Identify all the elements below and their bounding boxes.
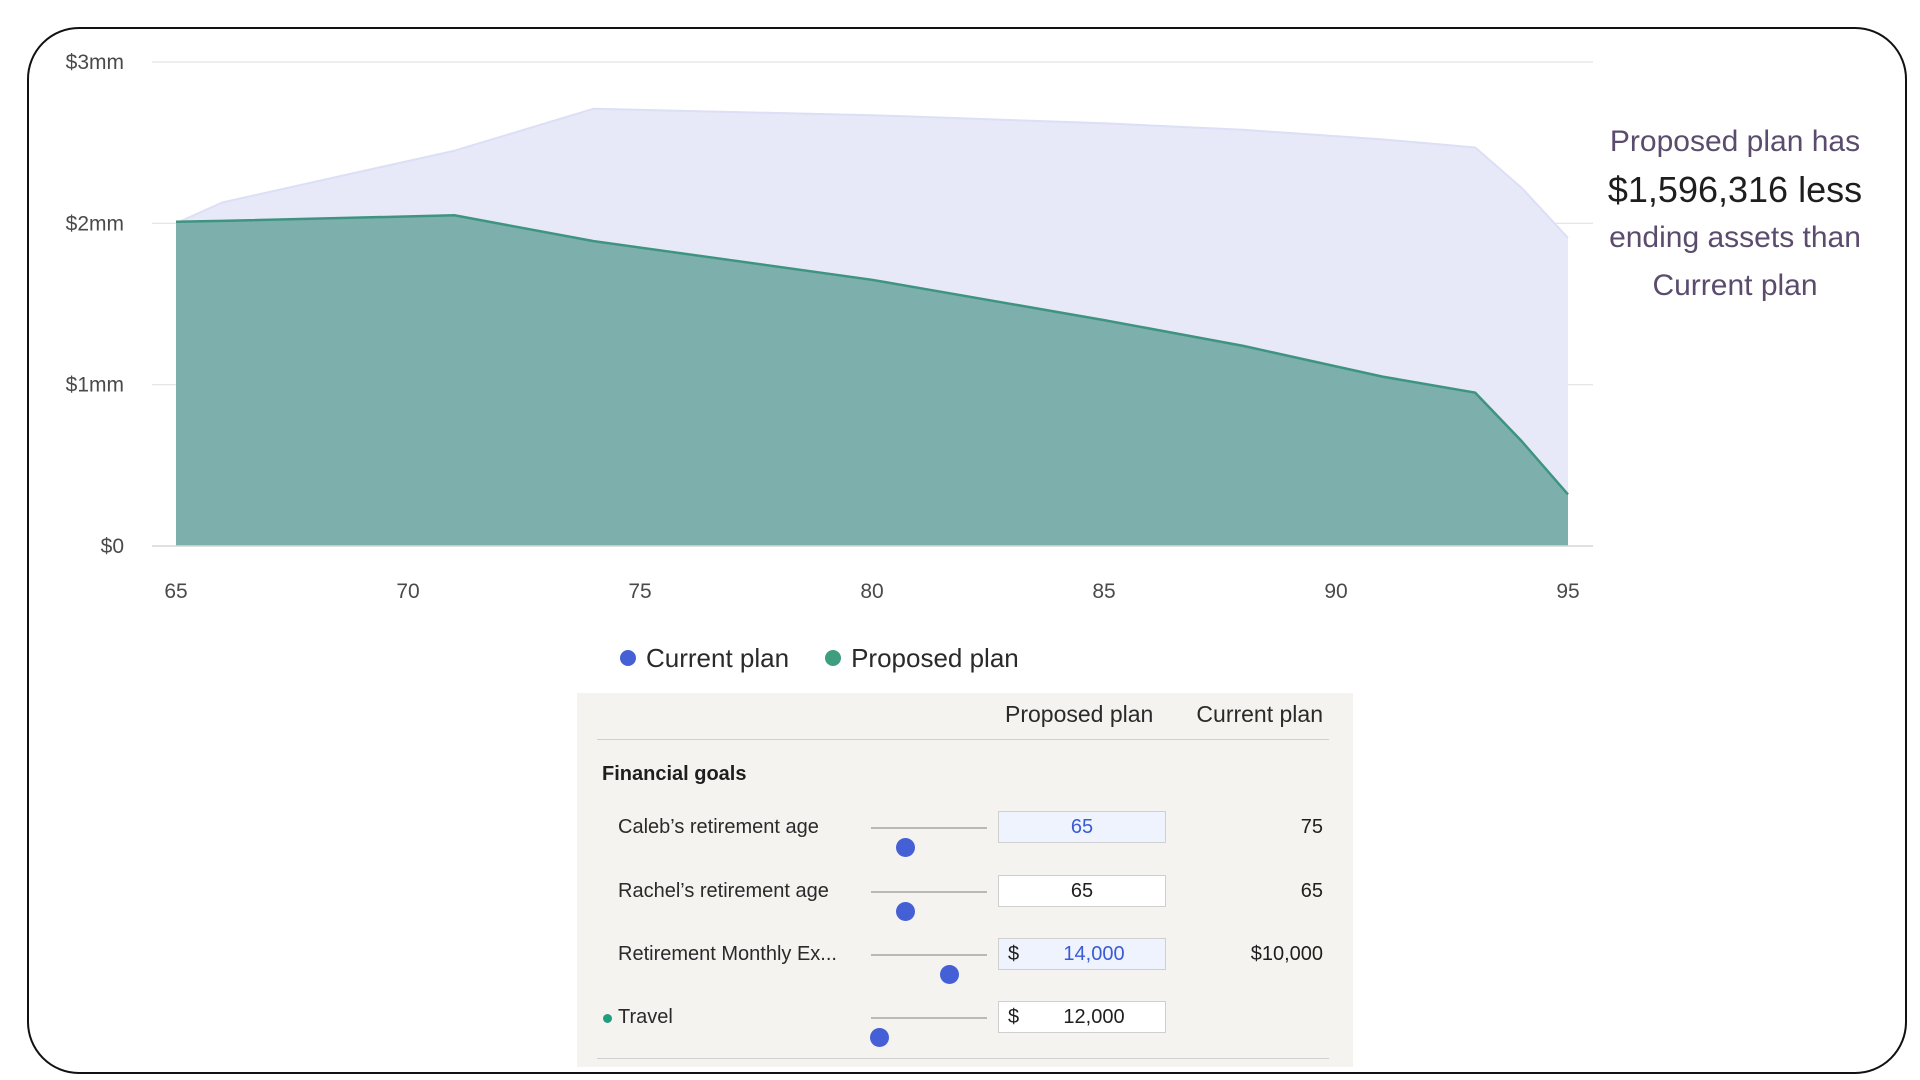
- bottom-divider: [597, 1058, 1329, 1059]
- proposed-value-input[interactable]: $14,000: [998, 938, 1166, 970]
- current-value: 75: [1300, 816, 1323, 838]
- x-tick-label: 95: [1556, 580, 1579, 603]
- x-tick-label: 65: [164, 580, 187, 603]
- proposed-value: 12,000: [1063, 1006, 1125, 1028]
- proposed-plan-dot-icon: [825, 650, 842, 666]
- y-tick-label: $1mm: [66, 374, 124, 397]
- y-tick-label: $0: [101, 535, 124, 558]
- annotation-amount: $1,596,316 less: [1607, 169, 1863, 210]
- goal-slider[interactable]: [870, 1017, 987, 1047]
- proposed-value: 65: [1070, 816, 1094, 838]
- chart-legend: Current plan Proposed plan: [620, 640, 1019, 676]
- proposed-value-input[interactable]: 65: [998, 875, 1166, 907]
- proposed-value: 65: [1070, 880, 1094, 902]
- goal-row: Caleb’s retirement age 65 75: [577, 807, 1353, 857]
- x-tick-label: 90: [1324, 580, 1347, 603]
- proposed-value-input[interactable]: $12,000: [998, 1001, 1166, 1033]
- goal-slider[interactable]: [871, 827, 987, 857]
- goal-row: Travel $12,000: [577, 997, 1353, 1047]
- goal-row: Retirement Monthly Ex... $14,000 $10,000: [577, 934, 1353, 984]
- legend-item-current[interactable]: Current plan: [620, 643, 789, 674]
- current-value: 65: [1300, 880, 1323, 902]
- header-divider: [597, 739, 1329, 740]
- legend-label-proposed: Proposed plan: [851, 642, 1019, 673]
- x-tick-label: 75: [628, 580, 651, 603]
- y-tick-label: $2mm: [66, 212, 124, 235]
- proposed-value-input[interactable]: 65: [998, 811, 1166, 843]
- goal-label: Rachel’s retirement age: [618, 880, 829, 902]
- annotation-line-4: Current plan: [1652, 269, 1818, 302]
- slider-thumb[interactable]: [895, 838, 915, 857]
- proposed-plan-area: [176, 215, 1568, 547]
- y-tick-label: $3mm: [66, 51, 124, 74]
- proposed-value: 14,000: [1063, 943, 1125, 965]
- legend-label-current: Current plan: [646, 642, 790, 673]
- current-plan-line: [175, 107, 1569, 239]
- currency-prefix: $: [1008, 943, 1020, 965]
- goal-row: Rachel’s retirement age 65 65: [577, 871, 1353, 921]
- x-tick-label: 85: [1092, 580, 1115, 603]
- goal-slider[interactable]: [871, 954, 987, 984]
- current-value: $10,000: [1250, 943, 1323, 965]
- legend-item-proposed[interactable]: Proposed plan: [825, 643, 1019, 674]
- currency-prefix: $: [1008, 1006, 1020, 1028]
- goal-label: Travel: [618, 1006, 673, 1028]
- slider-thumb[interactable]: [939, 965, 959, 984]
- x-tick-label: 80: [860, 580, 883, 603]
- column-header-current: Current plan: [1196, 701, 1323, 727]
- slider-thumb[interactable]: [895, 902, 915, 921]
- slider-thumb[interactable]: [870, 1028, 890, 1047]
- category-dot-icon: [603, 1014, 612, 1023]
- section-title-financial-goals: Financial goals: [602, 763, 747, 785]
- annotation-line-1: Proposed plan has: [1609, 125, 1861, 158]
- proposed-plan-line: [175, 214, 1569, 496]
- x-tick-label: 70: [396, 580, 419, 603]
- annotation-line-3: ending assets than: [1609, 221, 1861, 254]
- current-plan-dot-icon: [620, 650, 636, 666]
- goal-label: Caleb’s retirement age: [618, 816, 819, 838]
- ending-assets-annotation: Proposed plan has $1,596,316 less ending…: [1590, 118, 1880, 310]
- plan-comparison-panel: Proposed plan Current plan Financial goa…: [577, 693, 1353, 1067]
- column-header-proposed: Proposed plan: [1005, 701, 1154, 727]
- goal-label: Retirement Monthly Ex...: [618, 943, 837, 965]
- goal-slider[interactable]: [871, 891, 987, 921]
- assets-area-chart: $0 $1mm $2mm $3mm 65 70 75 80 85 90 95: [66, 51, 1593, 603]
